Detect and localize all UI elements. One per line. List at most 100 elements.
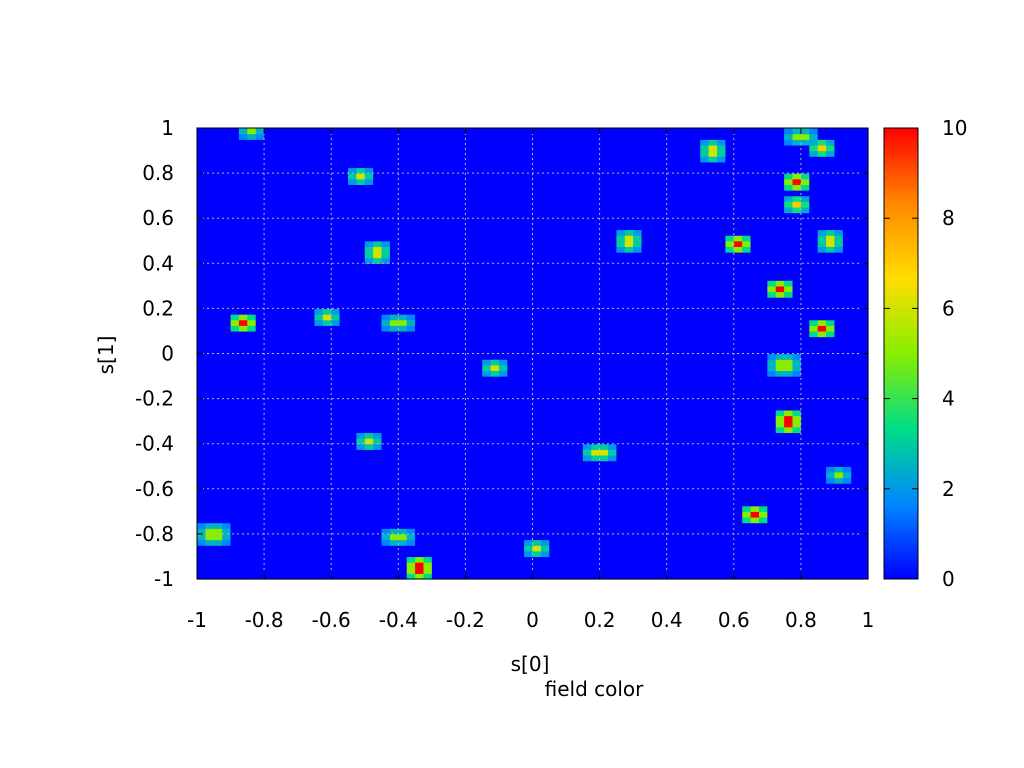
heatmap-cell <box>230 353 240 360</box>
heatmap-cell <box>566 291 576 298</box>
heatmap-cell <box>633 229 643 236</box>
heatmap-cell <box>591 240 601 247</box>
heatmap-cell <box>457 257 466 264</box>
heatmap-cell <box>649 342 659 349</box>
heatmap-cell <box>507 347 517 355</box>
heatmap-cell <box>775 522 785 529</box>
heatmap-cell <box>633 494 643 501</box>
heatmap-cell <box>280 471 290 479</box>
heatmap-cell <box>457 336 466 343</box>
heatmap-cell <box>238 302 248 309</box>
heatmap-cell <box>725 573 735 580</box>
heatmap-cell <box>574 438 584 445</box>
heatmap-cell <box>205 421 215 428</box>
heatmap-cell <box>607 511 617 518</box>
heatmap-cell <box>314 336 324 343</box>
heatmap-cell <box>314 562 324 569</box>
heatmap-cell <box>255 240 265 247</box>
heatmap-cell <box>800 477 810 484</box>
heatmap-cell <box>742 562 752 569</box>
heatmap-cell <box>314 511 324 518</box>
heatmap-cell <box>800 550 810 558</box>
heatmap-cell <box>859 511 869 518</box>
heatmap-cell <box>373 325 383 332</box>
heatmap-cell <box>398 398 408 405</box>
heatmap-cell <box>280 432 290 439</box>
heatmap-cell <box>398 415 408 422</box>
heatmap-cell <box>700 528 710 535</box>
heatmap-cell <box>616 415 626 422</box>
heatmap-cell <box>331 240 341 247</box>
heatmap-cell <box>289 297 299 304</box>
heatmap-cell <box>440 511 450 518</box>
heatmap-cell <box>675 533 685 541</box>
heatmap-cell <box>591 336 601 343</box>
heatmap-cell <box>490 319 500 326</box>
heatmap-cell <box>473 325 483 332</box>
heatmap-cell <box>683 280 693 287</box>
heatmap-cell <box>264 466 274 473</box>
heatmap-cell <box>515 421 525 428</box>
heatmap-cell <box>725 235 735 242</box>
heatmap-cell <box>339 471 349 479</box>
heatmap-cell <box>498 268 508 276</box>
heatmap-cell <box>247 426 257 434</box>
heatmap-cell <box>431 235 441 242</box>
heatmap-cell <box>624 274 634 281</box>
heatmap-cell <box>591 291 601 298</box>
heatmap-cell <box>817 353 827 360</box>
heatmap-cell <box>826 381 836 388</box>
heatmap-cell <box>238 223 248 231</box>
heatmap-cell <box>784 325 794 332</box>
heatmap-cell <box>641 409 651 417</box>
heatmap-cell <box>482 330 492 338</box>
heatmap-cell <box>800 314 810 321</box>
heatmap-cell <box>683 291 693 298</box>
heatmap-cell <box>272 494 282 501</box>
heatmap-cell <box>423 392 433 400</box>
heatmap-cell <box>691 263 701 270</box>
heatmap-cell <box>473 511 483 518</box>
heatmap-cell <box>582 319 592 326</box>
heatmap-cell <box>213 325 223 332</box>
heatmap-cell <box>549 522 559 529</box>
heatmap-cell <box>440 257 450 264</box>
heatmap-cell <box>230 505 240 512</box>
heatmap-cell <box>792 409 802 417</box>
heatmap-cell <box>280 381 290 388</box>
heatmap-cell <box>800 387 810 394</box>
heatmap-cell <box>280 398 290 405</box>
heatmap-cell <box>473 336 483 343</box>
heatmap-cell <box>490 522 500 529</box>
heatmap-cell <box>557 505 567 512</box>
heatmap-cell <box>356 516 366 524</box>
heatmap-cell <box>591 364 601 372</box>
heatmap-cell <box>700 539 710 546</box>
heatmap-cell <box>616 426 626 434</box>
heatmap-cell <box>524 539 534 546</box>
heatmap-cell <box>834 240 844 247</box>
heatmap-cell <box>842 500 852 507</box>
heatmap-cell <box>574 460 584 467</box>
heatmap-cell <box>406 240 416 247</box>
heatmap-cell <box>247 471 257 479</box>
heatmap-cell <box>440 500 450 507</box>
heatmap-cell <box>264 235 274 242</box>
heatmap-cell <box>792 550 802 558</box>
heatmap-cell <box>758 556 768 563</box>
heatmap-cell <box>826 268 836 276</box>
heatmap-cell <box>675 404 685 411</box>
heatmap-cell <box>247 297 257 304</box>
heatmap-cell <box>767 505 777 512</box>
heatmap-cell <box>758 449 768 456</box>
heatmap-cell <box>423 319 433 326</box>
heatmap-cell <box>775 505 785 512</box>
heatmap-cell <box>859 364 869 372</box>
heatmap-cell <box>817 285 827 293</box>
heatmap-cell <box>373 522 383 529</box>
heatmap-cell <box>415 387 425 394</box>
heatmap-cell <box>415 539 425 546</box>
heatmap-cell <box>666 229 676 236</box>
heatmap-cell <box>758 522 768 529</box>
heatmap-cell <box>733 274 743 281</box>
